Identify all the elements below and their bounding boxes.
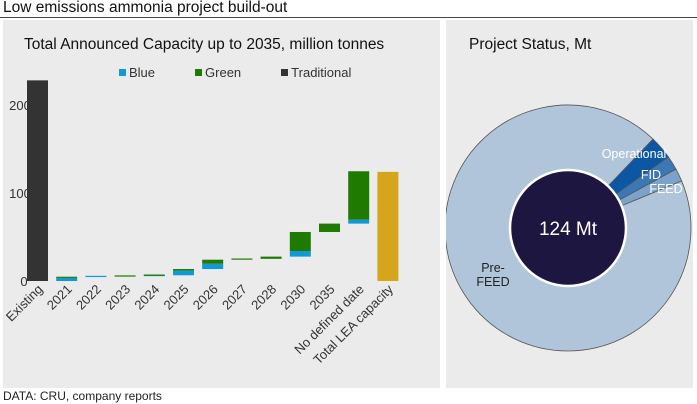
donut-center	[508, 168, 628, 288]
x-tick-label: 2028	[248, 282, 279, 313]
bar-blue	[56, 277, 78, 281]
slice-fid-label: FID	[641, 168, 661, 182]
legend-label-green: Green	[205, 65, 242, 80]
x-tick-label: 2027	[219, 282, 250, 313]
bar-blue	[85, 275, 107, 278]
bar-green	[143, 274, 165, 276]
bar-green	[289, 231, 311, 251]
slice-pre-feed-label-line2: FEED	[476, 275, 509, 289]
slice-pre-feed-label-line1: Pre-	[481, 261, 505, 275]
legend-label-traditional: Traditional	[291, 65, 352, 80]
page-title: Low emissions ammonia project build-out	[3, 0, 288, 16]
bar-green	[56, 276, 78, 278]
data-source-note: DATA: CRU, company reports	[3, 389, 162, 403]
bar-green	[114, 275, 136, 277]
bar-total-lea	[377, 171, 399, 281]
legend-swatch-traditional	[281, 69, 289, 76]
x-tick-label: 2030	[277, 282, 308, 313]
bar-blue	[173, 270, 194, 276]
title-divider	[0, 17, 697, 18]
project-status-title: Project Status, Mt	[469, 36, 592, 53]
legend-item-traditional: Traditional	[281, 65, 351, 80]
bar-green	[173, 269, 194, 271]
capacity-bar-chart: 0100200Existing2021202220232024202520262…	[3, 80, 399, 367]
y-tick-label: 200	[9, 98, 31, 113]
bar-green	[260, 256, 282, 259]
bar-blue	[289, 250, 311, 257]
legend-item-blue: Blue	[119, 65, 155, 80]
bar-blue	[348, 219, 370, 224]
bar-blue	[202, 263, 224, 270]
bar-green	[319, 223, 340, 232]
slice-feed-label: FEED	[649, 182, 682, 196]
x-tick-label: 2025	[161, 282, 192, 313]
legend-label-blue: Blue	[129, 65, 156, 80]
slice-operational-label: Operational	[602, 147, 667, 161]
project-status-panel: Project Status, Mt 124 Mt Operational FID F…	[446, 20, 693, 388]
bar-traditional	[27, 80, 48, 281]
donut-center-label: 124 Mt	[539, 219, 598, 240]
capacity-chart-panel: Total Announced Capacity up to 2035, mil…	[3, 20, 440, 388]
capacity-chart-title: Total Announced Capacity up to 2035, mil…	[24, 36, 385, 53]
legend-item-green: Green	[195, 65, 241, 80]
bar-green	[202, 259, 224, 264]
y-tick-label: 0	[20, 274, 27, 289]
legend-swatch-blue	[119, 69, 126, 76]
x-tick-label: 2026	[190, 282, 221, 313]
legend-swatch-green	[195, 69, 203, 76]
x-tick-label: 2023	[102, 282, 133, 313]
bar-green	[348, 171, 370, 220]
x-tick-label: 2021	[44, 282, 75, 313]
y-tick-label: 100	[9, 186, 31, 201]
x-tick-label: 2024	[131, 282, 162, 313]
x-tick-label: 2022	[73, 282, 104, 313]
bar-green	[231, 258, 253, 260]
chart-legend: Blue Green Traditional	[119, 65, 391, 80]
